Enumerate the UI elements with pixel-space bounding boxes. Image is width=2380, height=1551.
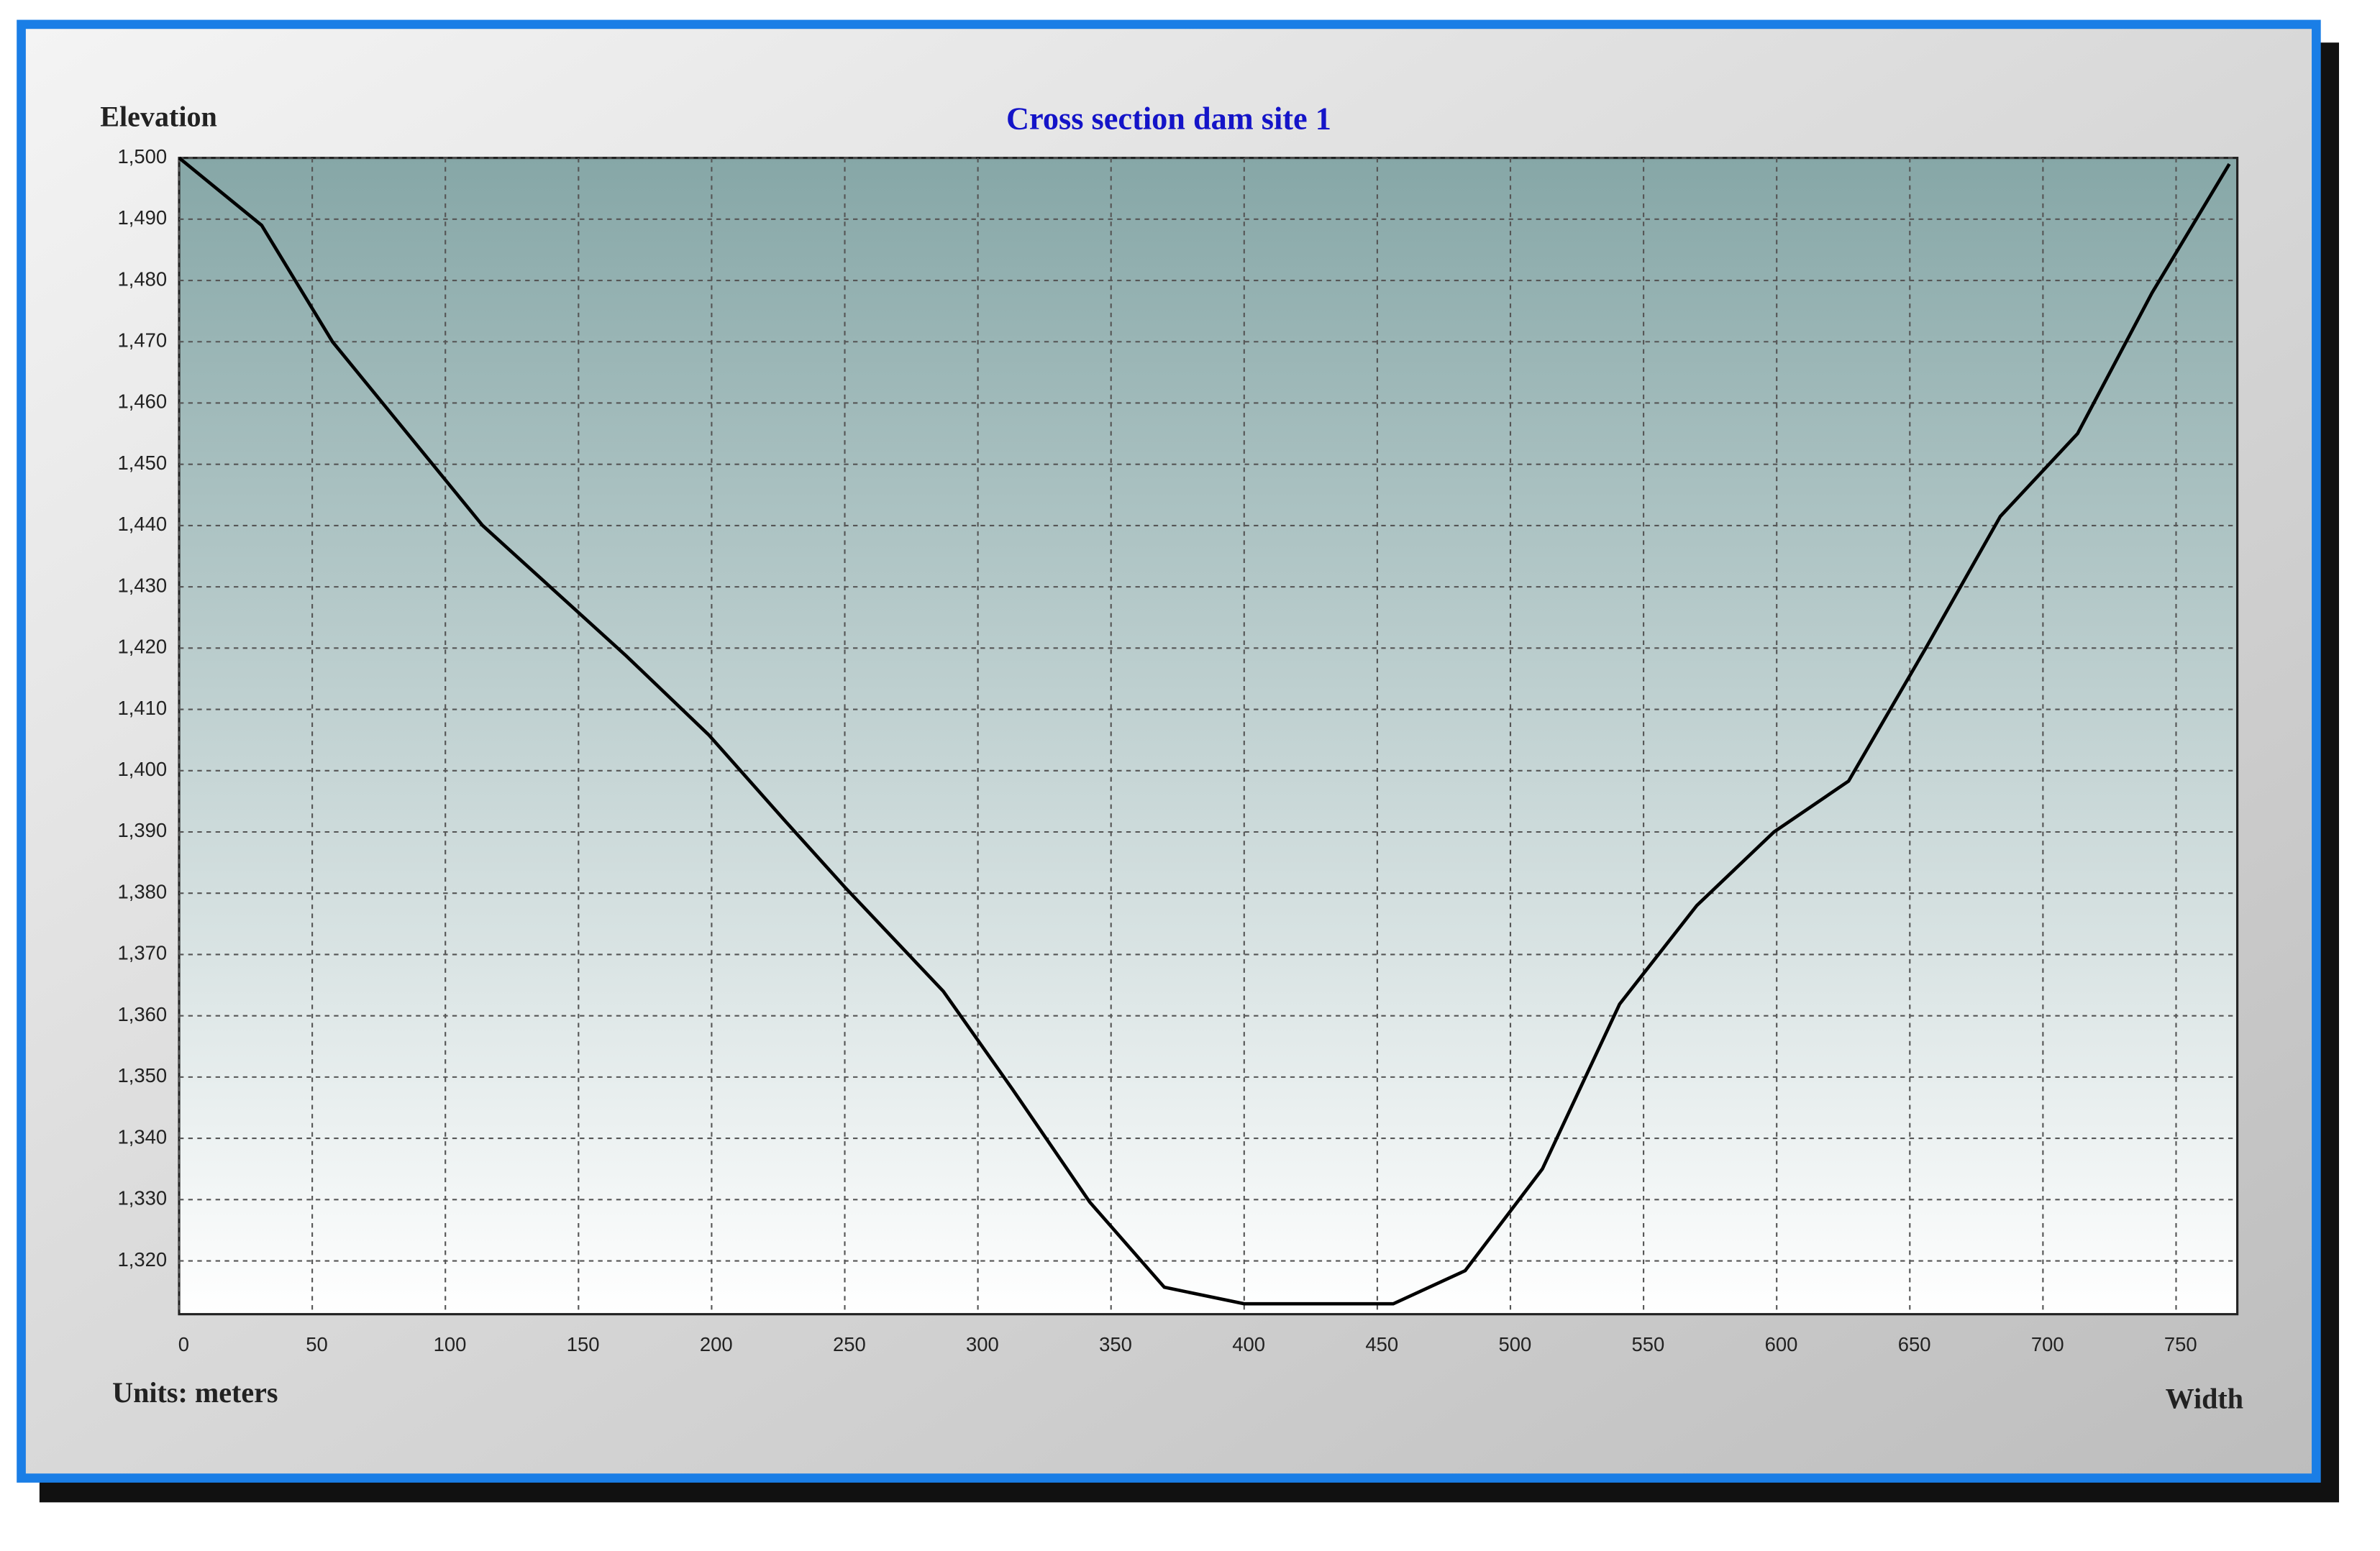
y-tick-label: 1,440 [118,513,168,535]
y-axis-label: Elevation [100,100,217,132]
x-tick-label: 100 [434,1333,467,1355]
y-tick-label: 1,330 [118,1187,168,1209]
series-line [178,156,2231,1306]
x-tick-label: 300 [966,1333,999,1355]
x-tick-label: 650 [1898,1333,1931,1355]
x-tick-label: 400 [1232,1333,1265,1355]
y-tick-label: 1,390 [118,819,168,841]
y-tick-label: 1,410 [118,697,168,719]
y-tick-label: 1,490 [118,206,168,229]
y-tick-label: 1,430 [118,574,168,596]
plot-area [178,157,2239,1316]
x-tick-label: 0 [178,1333,189,1355]
x-tick-label: 450 [1365,1333,1398,1355]
y-tick-label: 1,500 [118,145,168,168]
x-tick-label: 250 [833,1333,866,1355]
y-tick-label: 1,340 [118,1125,168,1148]
x-tick-label: 200 [700,1333,733,1355]
y-tick-label: 1,420 [118,636,168,658]
x-tick-label: 50 [306,1333,328,1355]
y-tick-label: 1,450 [118,452,168,474]
x-tick-label: 600 [1765,1333,1798,1355]
y-tick-label: 1,350 [118,1064,168,1086]
x-axis-label: Width [2166,1383,2243,1415]
y-tick-label: 1,470 [118,329,168,352]
chart-title: Cross section dam site 1 [1006,101,1331,136]
y-tick-label: 1,320 [118,1248,168,1271]
y-tick-label: 1,370 [118,942,168,964]
x-tick-label: 550 [1632,1333,1665,1355]
x-tick-label: 750 [2164,1333,2197,1355]
x-tick-label: 150 [567,1333,600,1355]
y-tick-label: 1,480 [118,267,168,290]
units-note: Units: meters [112,1376,278,1409]
y-tick-label: 1,460 [118,390,168,413]
y-tick-label: 1,400 [118,758,168,780]
x-tick-label: 350 [1099,1333,1132,1355]
y-tick-label: 1,360 [118,1003,168,1025]
x-tick-label: 500 [1498,1333,1531,1355]
x-tick-label: 700 [2031,1333,2064,1355]
y-tick-label: 1,380 [118,880,168,902]
